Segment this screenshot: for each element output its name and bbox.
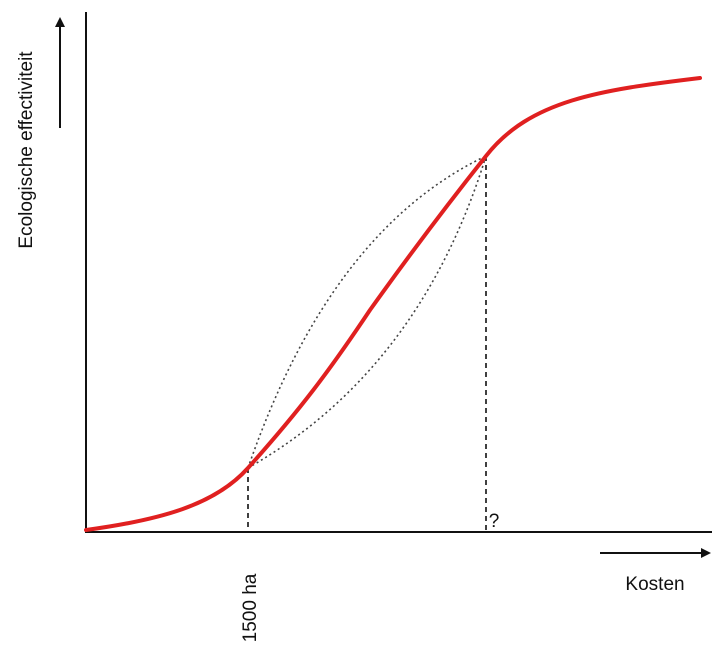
marker-left-label: 1500 ha [240, 573, 261, 642]
marker-right-label: ? [489, 511, 500, 532]
x-axis-label: Kosten [625, 574, 684, 595]
effectiveness-curve [84, 76, 702, 532]
dotted-upper-curve [247, 155, 487, 469]
y-axis-label: Ecologische effectiviteit [16, 51, 37, 249]
